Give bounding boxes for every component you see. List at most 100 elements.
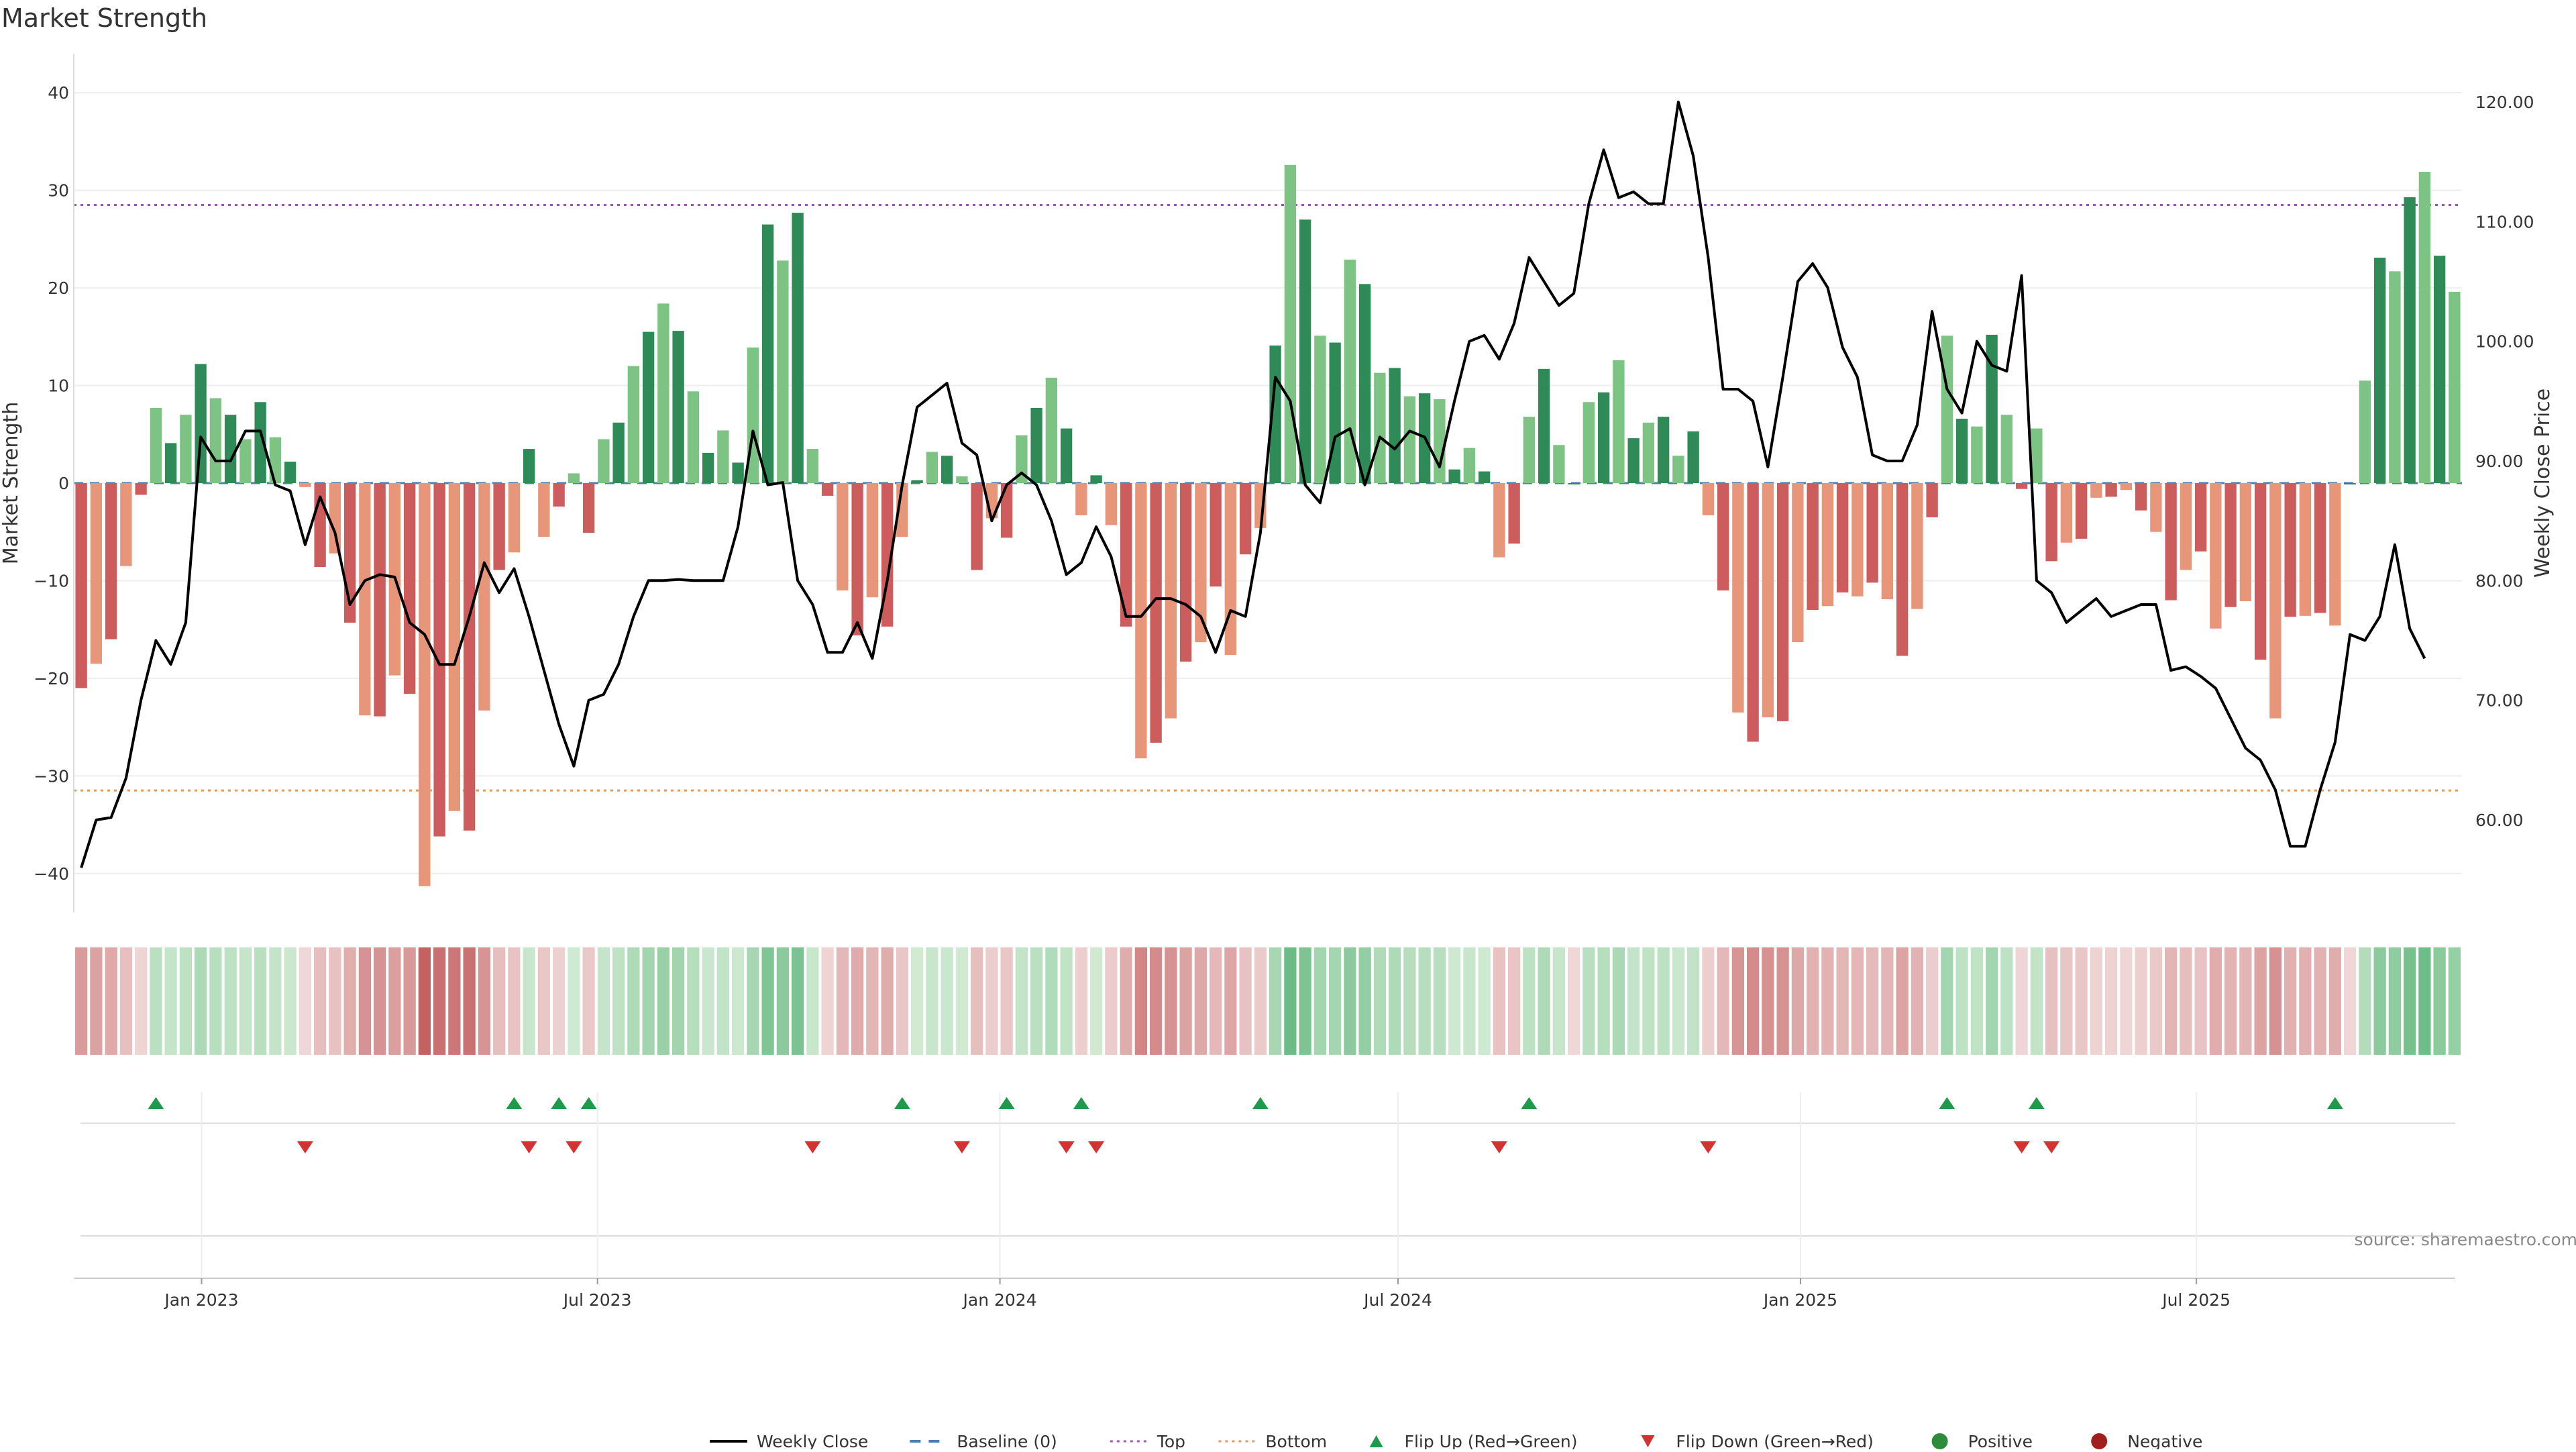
heatmap-cell [568,947,580,1055]
flip-up-marker [1521,1097,1537,1109]
strength-bar [2300,483,2311,616]
strength-bar [165,443,176,483]
x-tick-label: Jan 2025 [1762,1290,1837,1310]
strength-bar [2224,483,2236,607]
heatmap-cell [404,947,416,1055]
strength-bar [359,483,370,715]
strength-bar [493,483,504,570]
strength-bar [1106,483,1117,525]
heatmap-cell [2374,947,2386,1055]
legend-label: Weekly Close [757,1432,868,1449]
heatmap-cell [1672,947,1684,1055]
strength-bar [225,415,236,483]
heatmap-cell [732,947,744,1055]
heatmap-cell [1105,947,1117,1055]
heatmap-cell [926,947,938,1055]
heatmap-cell [627,947,639,1055]
heatmap-cell [1479,947,1491,1055]
strength-bar [1837,483,1848,592]
x-tick-label: Jul 2025 [2161,1290,2231,1310]
strength-bar [2105,483,2116,497]
heatmap-cell [135,947,147,1055]
flip-down-marker [2043,1141,2059,1153]
strength-bar [433,483,445,837]
strength-bar [2090,483,2102,498]
strength-bar [643,332,654,483]
legend-item: Baseline (0) [910,1432,1057,1449]
strength-bar [270,437,281,483]
strength-bar [75,483,87,688]
heatmap-cell [1896,947,1909,1055]
x-tick-label: Jan 2023 [163,1290,238,1310]
weekly-close-line [81,102,2424,868]
heatmap-cell [911,947,923,1055]
heatmap-cell [2105,947,2117,1055]
heatmap-cell [1359,947,1371,1055]
heatmap-cell [1851,947,1864,1055]
strength-bar [1777,483,1788,721]
strength-bar [926,452,938,483]
strength-bar [2121,483,2132,490]
heatmap-cell [1926,947,1938,1055]
heatmap-cell [1881,947,1893,1055]
heatmap-cell [329,947,341,1055]
strength-bar [762,225,773,483]
flip-down-marker [954,1141,970,1153]
heatmap-cell [956,947,968,1055]
strength-bar [717,430,729,483]
strength-bar [2061,483,2072,543]
flip-up-marker [894,1097,910,1109]
heatmap-cell [2404,947,2416,1055]
strength-bar [1762,483,1774,717]
legend-label: Positive [1968,1432,2033,1449]
heatmap-cell [747,947,759,1055]
heatmap-cell [612,947,625,1055]
heatmap-cell [1971,947,1983,1055]
heatmap-cell [1120,947,1132,1055]
heatmap-cell [553,947,565,1055]
strength-bar [1404,397,1415,483]
strength-bar [1210,483,1221,586]
weekly-close-series [81,102,2424,868]
heatmap-cell [1627,947,1640,1055]
heatmap-cell [702,947,714,1055]
heatmap-cell [1523,947,1535,1055]
heatmap-cell [1747,947,1759,1055]
chart-title: Market Strength [1,3,207,33]
y-axis-label: Market Strength [0,402,23,564]
strength-bar [702,453,714,483]
strength-bar [2210,483,2221,629]
heatmap-cell [1061,947,1073,1055]
strength-bar [2045,483,2057,561]
heatmap-cell [971,947,983,1055]
y2-tick-label: 90.00 [2475,452,2524,471]
heatmap-cell [762,947,774,1055]
y2-axis-label: Weekly Close Price [2531,388,2555,578]
heatmap-cell [851,947,863,1055]
heatmap-cell [896,947,908,1055]
heatmap-cell [419,947,431,1055]
strength-bar [628,366,639,483]
legend-item: Negative [2091,1432,2202,1449]
heatmap-cell [284,947,297,1055]
heatmap-cell [1658,947,1670,1055]
heatmap-cell [806,947,818,1055]
strength-bar [1672,456,1684,483]
heatmap-cell [359,947,371,1055]
strength-bar [180,415,191,483]
heatmap-cell [2210,947,2222,1055]
heatmap-cell [1016,947,1028,1055]
strength-bar [1508,483,1519,543]
heatmap-cell [448,947,460,1055]
heatmap-cell [2418,947,2430,1055]
strength-bar [299,483,311,487]
strength-bar [657,303,669,483]
strength-bar [1538,369,1550,483]
strength-bar [1911,483,1923,609]
strength-bar [598,439,609,483]
legend-label: Top [1157,1432,1185,1449]
heatmap-cell [717,947,729,1055]
y-tick-label: 0 [58,474,69,493]
strength-bar [1299,219,1311,483]
strength-bar [1046,378,1057,483]
